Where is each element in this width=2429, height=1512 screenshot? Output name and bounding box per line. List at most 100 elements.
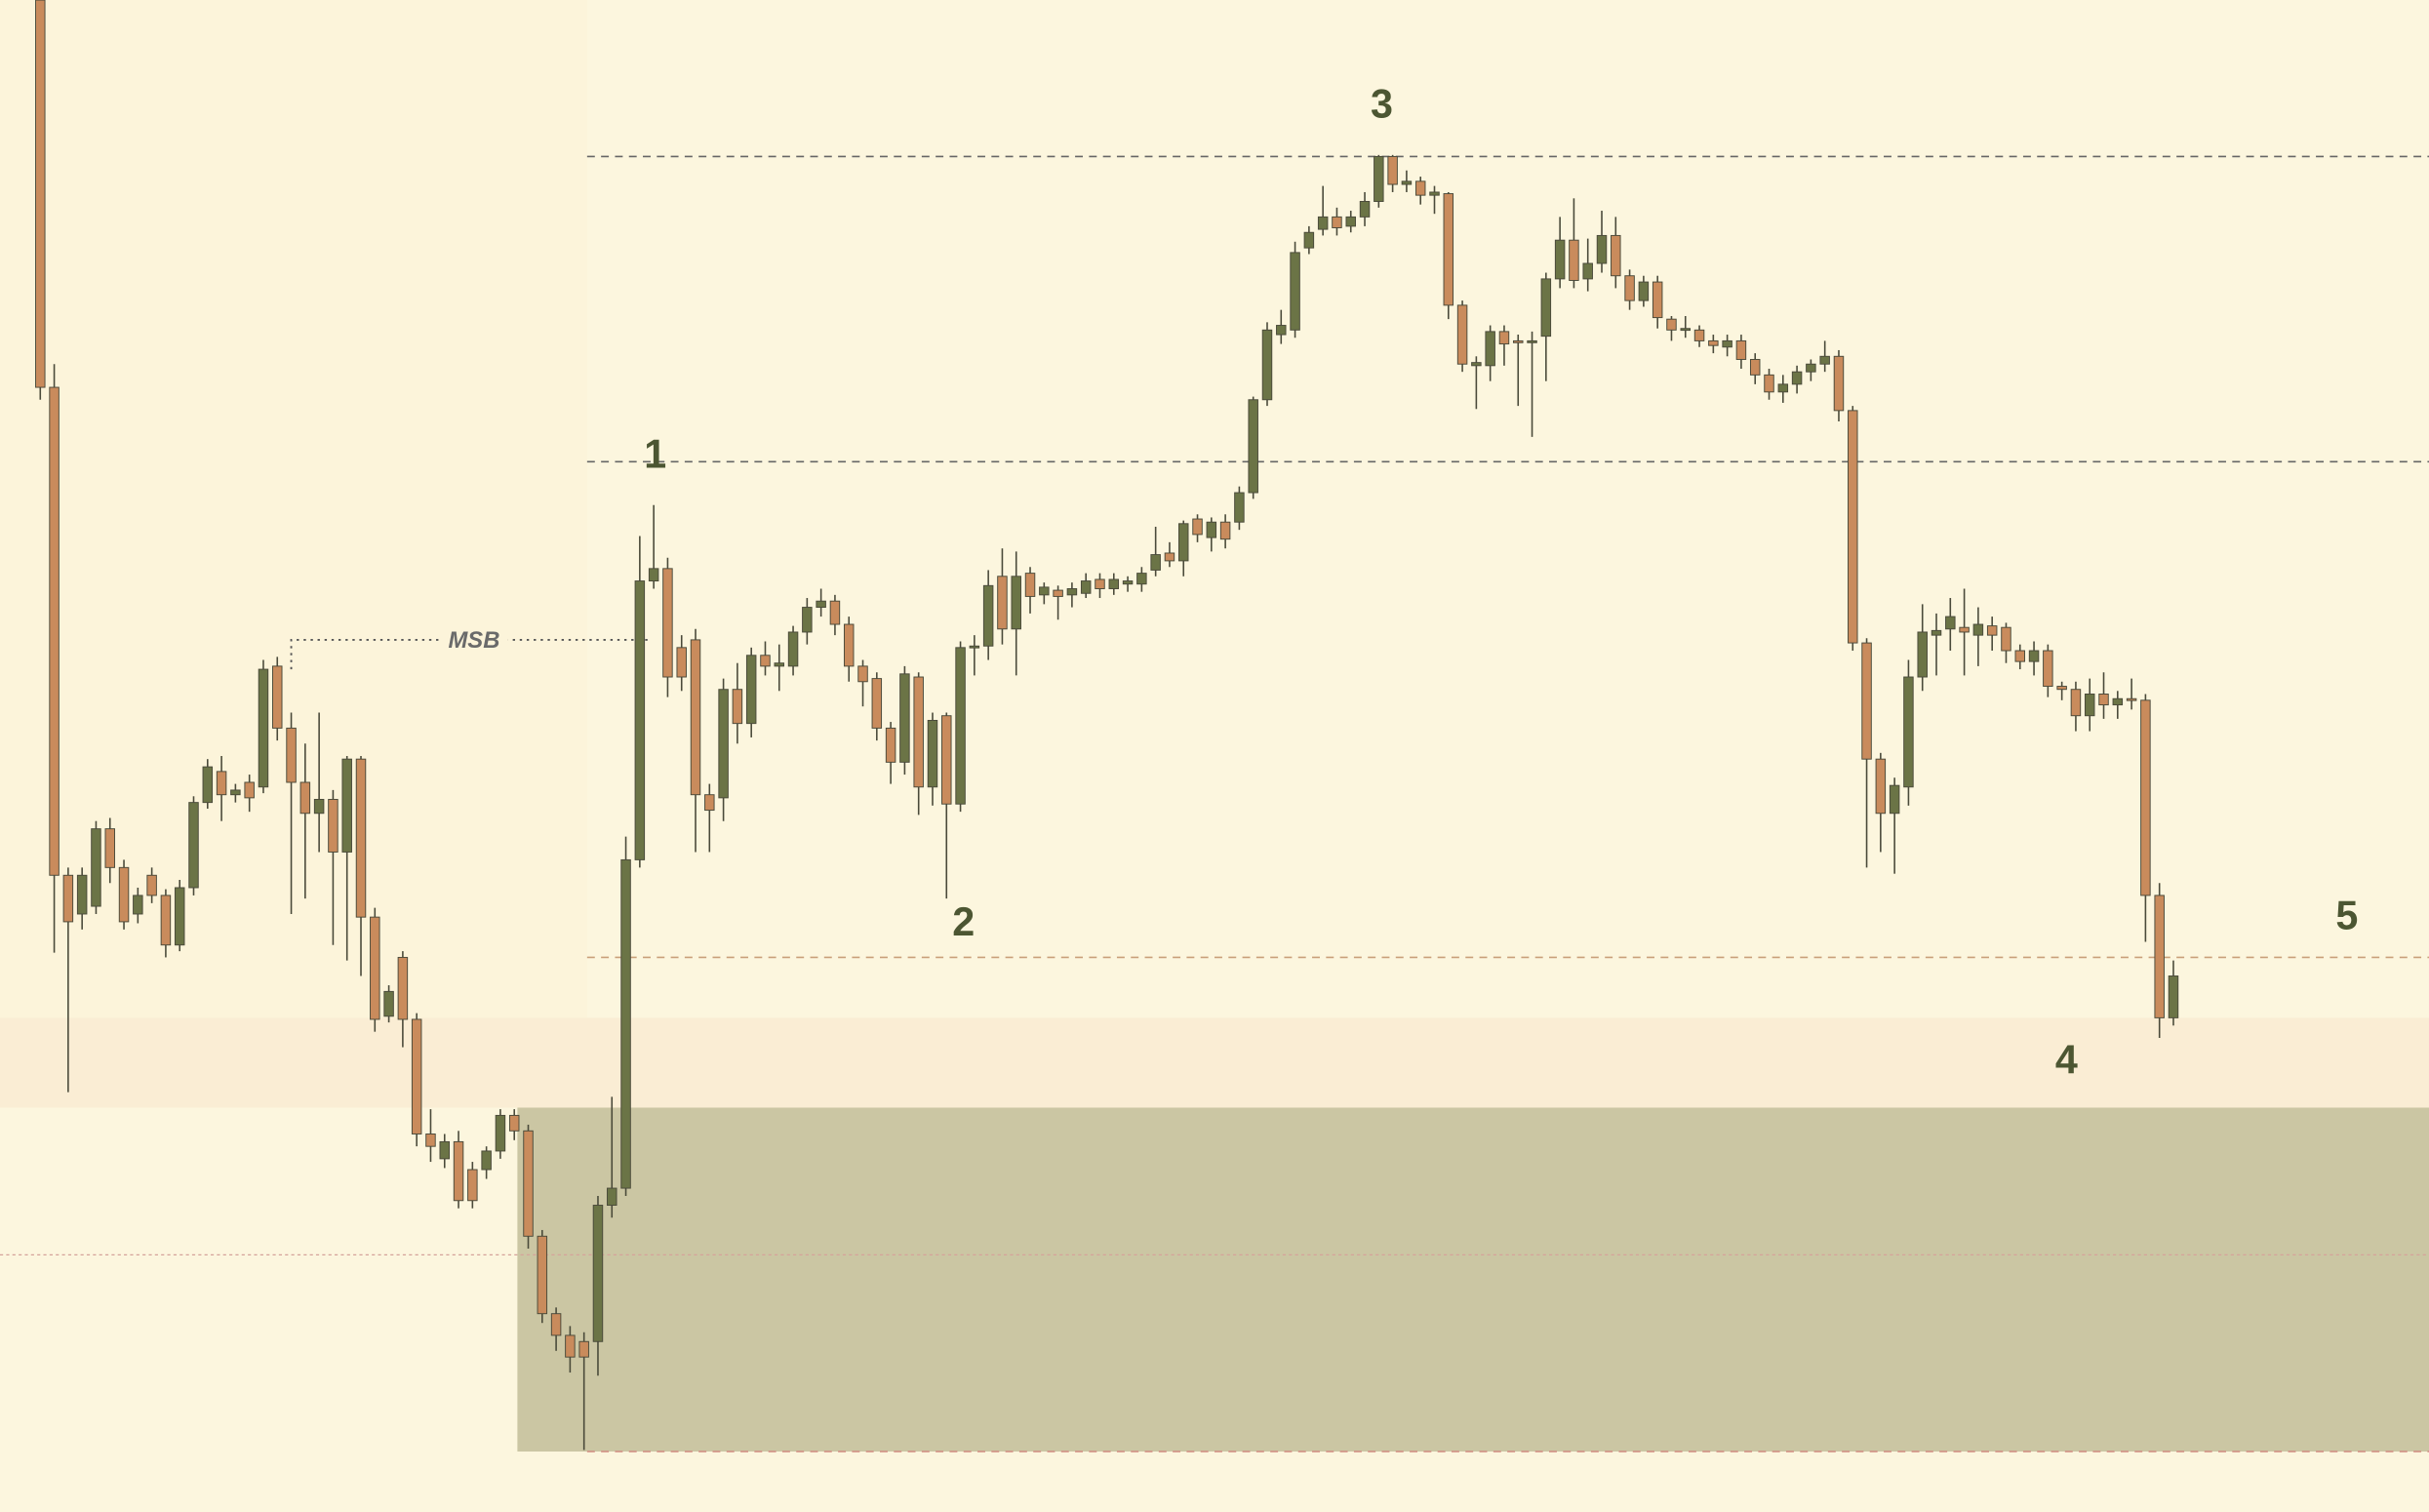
candle-body	[565, 1334, 576, 1358]
wave-label: 1	[644, 431, 666, 476]
wave-label: 5	[2335, 894, 2358, 938]
candle-body	[1345, 216, 1356, 227]
candle-body	[1848, 410, 1858, 644]
candle-body	[997, 576, 1008, 630]
msb-label: MSB	[448, 627, 499, 654]
candle-body	[1471, 362, 1482, 367]
candle-body	[1889, 784, 1900, 815]
candle-body	[1053, 589, 1063, 597]
candle-body	[592, 1205, 604, 1342]
candle-body	[1206, 521, 1217, 538]
candle-body	[1303, 231, 1315, 249]
candle-body	[745, 655, 757, 725]
candle-body	[370, 916, 380, 1020]
candle-body	[760, 655, 771, 667]
candle-body	[1374, 155, 1384, 202]
candle-body	[2154, 895, 2165, 1018]
candle-body	[1917, 631, 1928, 678]
candle-body	[843, 623, 855, 667]
candle-body	[1833, 355, 1845, 412]
candle-body	[816, 600, 826, 609]
candle-body	[1066, 588, 1078, 596]
candle-body	[1931, 629, 1942, 636]
candle-body	[690, 639, 701, 796]
candle-body	[2126, 697, 2137, 701]
candle-body	[1624, 275, 1635, 301]
candle-body	[857, 665, 868, 683]
candle-body	[146, 874, 157, 896]
candle-body	[1527, 339, 1537, 343]
candle-body	[1693, 329, 1705, 341]
candle-body	[49, 386, 60, 876]
candle-body	[1764, 374, 1774, 393]
candle-body	[982, 584, 994, 647]
candle-body	[1024, 573, 1036, 597]
candle-body	[537, 1235, 548, 1315]
candle-body	[1095, 578, 1105, 589]
wave-label: 2	[952, 899, 975, 944]
candle-body	[2098, 694, 2109, 706]
candle-body	[1819, 355, 1830, 365]
candle-body	[453, 1140, 464, 1202]
candle-body	[1513, 339, 1524, 343]
candle-body	[425, 1133, 436, 1147]
candle-body	[1596, 234, 1608, 264]
candle-body	[1485, 331, 1495, 367]
candle-body	[104, 828, 115, 868]
wave-label: 4	[2055, 1037, 2078, 1082]
candle-body	[1401, 180, 1413, 185]
candle-body	[899, 673, 910, 763]
candle-body	[1945, 616, 1956, 630]
candle-body	[1150, 554, 1161, 571]
candle-body	[76, 874, 88, 915]
candle-body	[1554, 239, 1566, 280]
candle-body	[1011, 576, 1021, 630]
candle-body	[1164, 552, 1175, 562]
candle-body	[1540, 278, 1552, 338]
candle-body	[1680, 328, 1691, 332]
candle-body	[523, 1130, 534, 1237]
candle-body	[1122, 580, 1134, 585]
candle-body	[802, 607, 813, 633]
candle-body	[1903, 676, 1914, 788]
candle-body	[1791, 371, 1803, 385]
candle-body	[2084, 694, 2095, 717]
candle-body	[1219, 521, 1231, 540]
candle-body	[1261, 329, 1273, 401]
candle-body	[1108, 578, 1120, 589]
candle-body	[1972, 623, 1984, 636]
candle-body	[941, 715, 952, 805]
candle-body	[495, 1114, 506, 1152]
candle-body	[2070, 689, 2082, 717]
candle-body	[1443, 193, 1454, 306]
candle-body	[1456, 304, 1468, 365]
candle-body	[718, 689, 729, 799]
candle-body	[1861, 642, 1872, 760]
candle-body	[1290, 252, 1300, 331]
candle-body	[272, 665, 283, 729]
candle-body	[1498, 331, 1510, 345]
candle-body	[439, 1140, 450, 1160]
candle-body	[1777, 383, 1789, 393]
left-shade	[0, 0, 587, 1023]
candle-body	[1387, 155, 1398, 185]
candle-body	[662, 568, 673, 678]
candle-body	[676, 647, 687, 678]
candle-body	[1429, 191, 1440, 196]
candle-body	[397, 956, 409, 1020]
candle-body	[286, 727, 297, 783]
candle-body	[508, 1114, 520, 1132]
candle-body	[955, 647, 966, 805]
candle-body	[258, 668, 269, 788]
candle-body	[1248, 399, 1258, 494]
candle-body	[732, 689, 743, 725]
candle-body	[244, 781, 255, 799]
candle-body	[2112, 697, 2124, 706]
candle-body	[1359, 201, 1371, 218]
candle-body	[1569, 239, 1579, 281]
candle-body	[1749, 358, 1761, 376]
candle-body	[1080, 580, 1092, 594]
candle-body	[1735, 339, 1747, 360]
candle-body	[2043, 650, 2053, 688]
